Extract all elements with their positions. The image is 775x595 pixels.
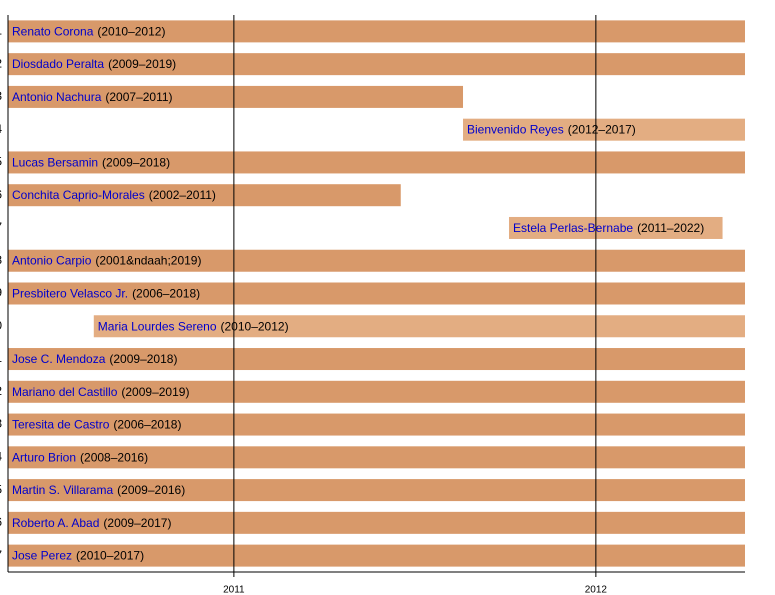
bar-label: Martin S. Villarama (2009–2016): [12, 483, 185, 497]
person-name: Jose C. Mendoza: [12, 352, 106, 366]
row-label: 6: [0, 187, 2, 201]
term-period: (2011–2022): [637, 221, 704, 235]
row-label: 7: [0, 220, 2, 234]
term-period: (2008–2016): [80, 450, 148, 464]
row-label: 17: [0, 548, 2, 562]
row-label: 9: [0, 286, 2, 300]
bar: [8, 85, 464, 108]
row-label: 14: [0, 449, 2, 463]
bar-label: Antonio Nachura (2007–2011): [12, 90, 173, 104]
bar-label: Teresita de Castro (2006–2018): [12, 418, 181, 432]
person-name: Conchita Caprio-Morales: [12, 188, 145, 202]
row-label: 2: [0, 56, 2, 70]
bar-label: Jose C. Mendoza (2009–2018): [12, 352, 177, 366]
bar: [8, 53, 745, 76]
term-period: (2009–2016): [117, 483, 185, 497]
bar-label: Jose Perez (2010–2017): [12, 549, 144, 563]
row-label: 13: [0, 417, 2, 431]
person-name: Antonio Carpio: [12, 254, 92, 268]
term-period: (2006–2018): [132, 287, 200, 301]
person-name: Diosdado Peralta: [12, 57, 104, 71]
bar: [463, 118, 745, 141]
person-name: Jose Perez: [12, 549, 72, 563]
bar: [93, 315, 745, 338]
person-name: Presbitero Velasco Jr.: [12, 287, 128, 301]
term-period: (2012–2017): [568, 123, 636, 137]
bar: [8, 151, 745, 174]
x-tick-label: 2012: [585, 585, 608, 595]
bar-label: Estela Perlas-Bernabe (2011–2022): [513, 221, 704, 235]
person-name: Martin S. Villarama: [12, 483, 113, 497]
term-period: (2009–2018): [109, 352, 177, 366]
row-label: 16: [0, 515, 2, 529]
bar: [8, 184, 401, 207]
bar: [8, 413, 745, 436]
row-label: 8: [0, 253, 2, 267]
person-name: Roberto A. Abad: [12, 516, 99, 530]
row-label: 1: [0, 24, 2, 38]
bar: [8, 20, 745, 43]
bar: [8, 479, 745, 502]
row-label: 4: [0, 122, 2, 136]
term-period: (2007–2011): [105, 90, 172, 104]
term-period: (2009–2019): [121, 385, 189, 399]
bar: [8, 282, 745, 305]
x-tick-label: 2011: [223, 585, 245, 595]
person-name: Renato Corona: [12, 25, 94, 39]
bar: [508, 216, 723, 239]
bar: [8, 544, 745, 567]
row-label: 3: [0, 89, 2, 103]
bar: [8, 348, 745, 371]
row-label: 15: [0, 482, 2, 496]
term-period: (2010–2012): [97, 25, 165, 39]
person-name: Bienvenido Reyes: [467, 123, 564, 137]
person-name: Arturo Brion: [12, 450, 76, 464]
bar: [8, 380, 745, 403]
row-label: 12: [0, 384, 2, 398]
bar: [8, 249, 745, 272]
bar-label: Lucas Bersamin (2009–2018): [12, 156, 170, 170]
bar: [8, 446, 745, 469]
person-name: Teresita de Castro: [12, 418, 110, 432]
row-label: 11: [0, 351, 2, 365]
bar-label: Conchita Caprio-Morales (2002–2011): [12, 188, 216, 202]
row-label: 10: [0, 318, 2, 332]
person-name: Estela Perlas-Bernabe: [513, 221, 633, 235]
person-name: Lucas Bersamin: [12, 156, 98, 170]
person-name: Maria Lourdes Sereno: [98, 319, 217, 333]
row-label: 5: [0, 155, 2, 169]
bar-label: Renato Corona (2010–2012): [12, 25, 165, 39]
bar-label: Bienvenido Reyes (2012–2017): [467, 123, 636, 137]
term-period: (2006–2018): [113, 418, 181, 432]
term-period: (2009–2019): [108, 57, 176, 71]
bar-label: Presbitero Velasco Jr. (2006–2018): [12, 287, 200, 301]
bar: [8, 511, 745, 534]
term-period: (2010–2017): [76, 549, 144, 563]
person-name: Antonio Nachura: [12, 90, 102, 104]
bar-label: Maria Lourdes Sereno (2010–2012): [98, 319, 289, 333]
bar-label: Diosdado Peralta (2009–2019): [12, 57, 176, 71]
bar-label: Arturo Brion (2008–2016): [12, 450, 148, 464]
term-period: (2009–2017): [103, 516, 171, 530]
term-period: (2010–2012): [221, 319, 289, 333]
term-period: (2009–2018): [102, 156, 170, 170]
person-name: Mariano del Castillo: [12, 385, 118, 399]
bar-label: Roberto A. Abad (2009–2017): [12, 516, 171, 530]
bar-label: Antonio Carpio (2001&ndaah;2019): [12, 254, 201, 268]
term-period: (2001&ndaah;2019): [95, 254, 201, 268]
bar-label: Mariano del Castillo (2009–2019): [12, 385, 189, 399]
term-period: (2002–2011): [149, 188, 216, 202]
